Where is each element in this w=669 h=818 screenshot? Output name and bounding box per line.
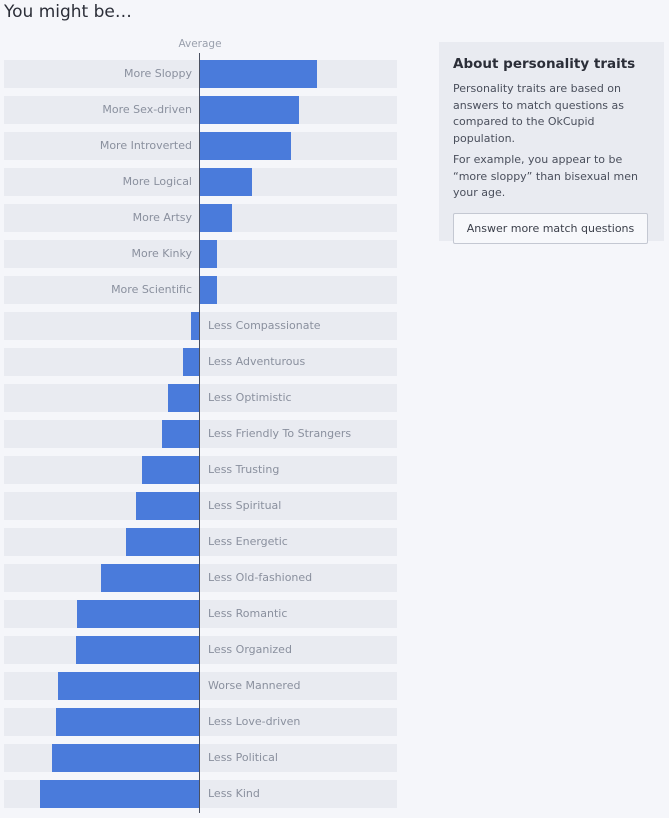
trait-label: Less Romantic — [208, 607, 288, 620]
trait-bar — [167, 384, 199, 412]
trait-bar — [199, 168, 252, 196]
trait-label: More Sloppy — [123, 67, 192, 80]
about-title: About personality traits — [453, 56, 636, 72]
trait-label: Less Optimistic — [208, 391, 292, 404]
trait-label: Less Kind — [208, 787, 260, 800]
personality-traits-chart: More Sloppy More Sex-driven More Introvert… — [4, 53, 397, 813]
trait-bar — [142, 456, 199, 484]
trait-bar — [40, 780, 199, 808]
trait-label: Less Political — [208, 751, 278, 764]
about-paragraph-2: For example, you appear to be “more slop… — [453, 153, 638, 199]
trait-track — [4, 528, 397, 556]
trait-bar — [191, 312, 199, 340]
trait-track — [4, 456, 397, 484]
trait-label: Worse Mannered — [208, 679, 301, 692]
trait-bar — [55, 708, 199, 736]
trait-bar — [199, 60, 317, 88]
average-axis-line — [199, 53, 200, 813]
trait-track — [4, 492, 397, 520]
trait-track — [4, 636, 397, 664]
page-title: You might be… — [4, 2, 132, 22]
average-label: Average — [178, 38, 222, 50]
trait-label: Less Old-fashioned — [208, 571, 313, 584]
trait-label: More Kinky — [131, 247, 193, 260]
trait-bar — [199, 276, 217, 304]
trait-label: Less Compassionate — [208, 319, 321, 332]
trait-bar — [183, 348, 199, 376]
about-paragraph-1: Personality traits are based on answers … — [453, 82, 625, 145]
about-personality-traits-card: About personality traits Personality tra… — [439, 42, 664, 244]
trait-track — [4, 348, 397, 376]
trait-bar — [57, 672, 199, 700]
trait-label: Less Friendly To Strangers — [208, 427, 352, 440]
trait-track — [4, 600, 397, 628]
trait-bar — [136, 492, 199, 520]
trait-track — [4, 312, 397, 340]
trait-label: Less Adventurous — [208, 355, 306, 368]
trait-track — [4, 420, 397, 448]
answer-more-match-questions-button[interactable]: Answer more match questions — [453, 212, 648, 244]
trait-label: More Scientific — [111, 283, 192, 296]
trait-track — [4, 564, 397, 592]
trait-bar — [75, 636, 199, 664]
trait-label: Less Spiritual — [208, 499, 282, 512]
trait-label: More Sex-driven — [102, 103, 192, 116]
trait-bar — [101, 564, 199, 592]
trait-label: Less Energetic — [208, 535, 288, 548]
trait-bar — [161, 420, 199, 448]
trait-label: Less Trusting — [208, 463, 280, 476]
trait-bar — [199, 204, 233, 232]
trait-bar — [52, 744, 199, 772]
trait-label: More Logical — [122, 175, 192, 188]
trait-label: More Introverted — [99, 139, 192, 152]
trait-bar — [77, 600, 199, 628]
trait-label: Less Organized — [208, 643, 292, 656]
trait-bar — [126, 528, 199, 556]
trait-label: Less Love-driven — [208, 715, 301, 728]
trait-track — [4, 384, 397, 412]
trait-bar — [199, 96, 299, 124]
trait-label: More Artsy — [132, 211, 192, 224]
trait-bar — [199, 132, 292, 160]
trait-bar — [199, 240, 217, 268]
